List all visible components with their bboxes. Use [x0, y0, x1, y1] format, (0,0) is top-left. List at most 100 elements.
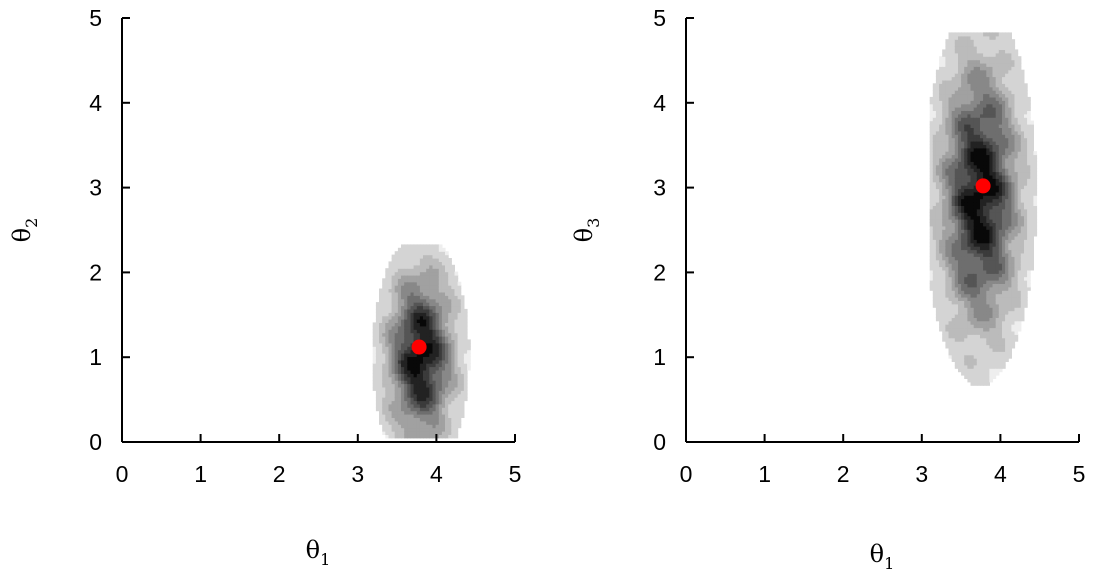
density-cell	[939, 103, 943, 108]
density-cell	[958, 280, 962, 284]
density-cell	[986, 212, 990, 217]
density-cell	[1020, 110, 1025, 115]
density-cell	[423, 308, 427, 313]
density-cell	[976, 368, 981, 373]
density-cell	[1024, 276, 1028, 281]
density-cell	[986, 334, 990, 339]
density-cell	[397, 366, 402, 371]
density-cell	[980, 120, 984, 125]
density-cell	[945, 93, 950, 98]
density-cell	[407, 366, 411, 371]
density-cell	[457, 285, 462, 290]
density-cell	[961, 317, 965, 322]
density-cell	[1024, 178, 1028, 183]
density-cell	[967, 49, 972, 54]
density-cell	[970, 256, 975, 261]
density-cell	[413, 271, 418, 276]
density-cell	[426, 420, 430, 425]
density-cell	[945, 174, 950, 179]
density-cell	[1033, 181, 1038, 186]
density-cell	[413, 295, 418, 300]
density-cell	[435, 258, 440, 262]
density-cell	[423, 244, 427, 249]
density-cell	[1008, 79, 1012, 84]
density-cell	[992, 110, 997, 115]
density-cell	[401, 400, 405, 405]
density-cell	[929, 205, 934, 210]
density-cell	[397, 342, 402, 347]
density-cell	[404, 359, 408, 364]
density-cell	[992, 256, 997, 261]
density-cell	[939, 297, 943, 301]
density-cell	[942, 202, 946, 206]
density-cell	[998, 317, 1003, 322]
density-cell	[385, 434, 389, 439]
density-cell	[416, 386, 421, 391]
density-cell	[1024, 130, 1028, 135]
density-cell	[397, 376, 402, 381]
density-cell	[1011, 225, 1016, 230]
density-cell	[992, 300, 997, 305]
density-cell	[964, 232, 968, 237]
density-cell	[460, 305, 465, 310]
density-cell	[964, 90, 968, 95]
density-cell	[998, 300, 1003, 305]
density-cell	[1017, 59, 1022, 64]
density-cell	[992, 66, 997, 71]
density-cell	[1002, 35, 1006, 40]
density-cell	[1017, 73, 1022, 78]
density-cell	[1008, 39, 1012, 44]
density-cell	[973, 42, 978, 47]
density-cell	[1008, 269, 1012, 274]
density-cell	[948, 46, 953, 50]
density-cell	[379, 288, 383, 293]
density-cell	[429, 302, 433, 307]
density-cell	[391, 298, 396, 303]
density-cell	[986, 117, 990, 122]
density-cell	[413, 285, 418, 290]
density-cell	[980, 151, 984, 156]
density-cell	[401, 302, 405, 307]
density-cell	[1002, 239, 1006, 244]
density-cell	[961, 297, 965, 301]
density-cell	[973, 202, 978, 206]
density-cell	[967, 208, 972, 213]
density-cell	[429, 325, 433, 330]
density-cell	[983, 324, 987, 329]
density-cell	[986, 235, 990, 240]
density-cell	[454, 288, 459, 293]
density-cell	[964, 225, 968, 230]
density-cell	[942, 62, 946, 67]
density-cell	[935, 141, 940, 145]
density-cell	[942, 154, 946, 159]
density-cell	[989, 314, 994, 318]
density-cell	[1002, 39, 1006, 44]
density-cell	[932, 103, 937, 108]
density-cell	[1027, 107, 1031, 111]
density-cell	[423, 424, 427, 429]
density-cell	[1017, 222, 1022, 227]
density-cell	[951, 263, 956, 268]
density-cell	[1014, 141, 1019, 145]
density-cell	[964, 347, 968, 352]
density-cell	[1002, 117, 1006, 122]
density-cell	[986, 191, 990, 196]
density-cell	[419, 376, 424, 381]
density-cell	[992, 181, 997, 186]
density-cell	[958, 90, 962, 95]
density-cell	[1002, 110, 1006, 115]
density-cell	[457, 407, 462, 412]
y-tick-label: 2	[653, 259, 666, 285]
density-cell	[995, 181, 1000, 186]
density-cell	[939, 256, 943, 261]
density-cell	[986, 208, 990, 213]
density-cell	[404, 380, 408, 385]
density-cell	[1008, 62, 1012, 67]
density-cell	[423, 295, 427, 300]
density-cell	[954, 178, 959, 183]
density-cell	[989, 208, 994, 213]
density-cell	[976, 259, 981, 264]
density-cell	[939, 66, 943, 71]
density-cell	[976, 66, 981, 71]
density-cell	[939, 86, 943, 91]
